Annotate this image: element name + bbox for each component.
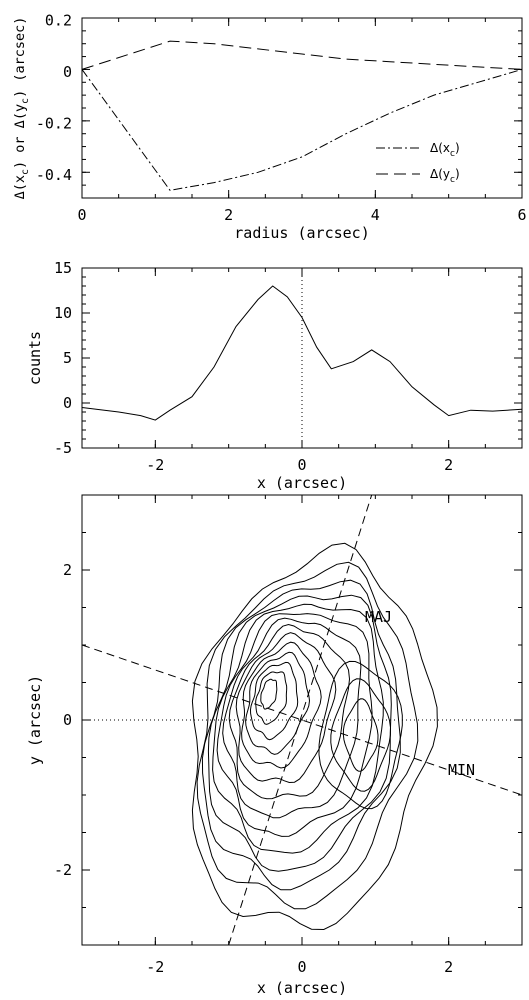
contour-level xyxy=(255,671,288,725)
p3-ytick-label: -2 xyxy=(54,861,72,879)
p3-reference-lines xyxy=(82,495,522,945)
contour-level xyxy=(191,542,438,931)
p1-legend: Δ(xc) Δ(yc) xyxy=(376,141,460,185)
p3-ytick-label: 2 xyxy=(63,561,72,579)
p1-xtick-label: 0 xyxy=(77,206,86,224)
p1-xtick-label: 2 xyxy=(224,206,233,224)
p1-ytick-label: 0 xyxy=(63,63,72,81)
p3-xtick-label: -2 xyxy=(146,958,164,976)
contour-map-panel: MAJ MIN -2 0 2 -2 0 2 x (arcsec) y (arcs… xyxy=(26,494,523,997)
p2-ytick-label: 0 xyxy=(63,394,72,412)
p1-ytick-label: -0.4 xyxy=(36,166,72,184)
p2-xtick-label: -2 xyxy=(146,456,164,474)
p1-series-group xyxy=(81,40,523,191)
p1-ytick-label: 0.2 xyxy=(45,12,72,30)
contour-level xyxy=(241,641,322,769)
major-axis-line xyxy=(228,495,373,945)
legend-label-yc: Δ(yc) xyxy=(430,167,460,185)
contour-level xyxy=(235,632,337,784)
major-axis-label: MAJ xyxy=(365,608,392,626)
counts-profile-panel: -2 0 2 -5 0 5 10 15 x (arcsec) counts xyxy=(26,259,523,492)
p3-ytick-label: 0 xyxy=(63,711,72,729)
legend-label-xc: Δ(xc) xyxy=(430,141,460,159)
p2-ytick-label: 10 xyxy=(54,304,72,322)
p2-y-axis-title: counts xyxy=(26,331,44,385)
contour-level xyxy=(245,651,311,755)
p1-xtick-label: 4 xyxy=(371,206,380,224)
p1-ticks xyxy=(81,17,523,199)
p3-xtick-label: 0 xyxy=(297,958,306,976)
p1-xtick-label: 6 xyxy=(517,206,526,224)
p2-ticks xyxy=(81,267,523,449)
p3-xtick-label: 2 xyxy=(444,958,453,976)
p3-x-axis-title: x (arcsec) xyxy=(257,979,347,997)
contour-level xyxy=(260,678,278,710)
contour-level xyxy=(228,623,351,800)
p2-x-axis-title: x (arcsec) xyxy=(257,474,347,492)
p1-y-axis-title: Δ(xc) or Δ(yc) (arcsec) xyxy=(12,17,31,200)
contour-level xyxy=(249,661,299,741)
contour-level xyxy=(216,613,373,837)
contour-level xyxy=(222,617,362,819)
series-line-delta-yc xyxy=(81,40,523,70)
p2-series-group xyxy=(81,268,523,448)
p3-contour-group xyxy=(191,542,438,931)
p1-ytick-label: -0.2 xyxy=(36,115,72,133)
contour-level xyxy=(212,603,384,854)
p3-y-axis-title: y (arcsec) xyxy=(26,675,44,765)
p2-ytick-label: 5 xyxy=(63,349,72,367)
secondary-contour-level xyxy=(330,678,392,792)
counts-profile-line xyxy=(81,285,523,421)
p3-ticks xyxy=(81,494,523,946)
contour-level xyxy=(196,561,419,910)
secondary-contour-level xyxy=(342,698,379,772)
p2-ytick-label: -5 xyxy=(54,439,72,457)
series-line-delta-xc xyxy=(81,68,523,191)
contour-level xyxy=(207,594,392,872)
secondary-contour-level xyxy=(318,660,403,810)
p2-xtick-label: 0 xyxy=(297,456,306,474)
p2-xtick-label: 2 xyxy=(444,456,453,474)
p1-x-axis-title: radius (arcsec) xyxy=(234,224,369,242)
radius-offset-panel: 0 2 4 6 -0.4 -0.2 0 0.2 radius (arcsec) … xyxy=(12,12,527,242)
minor-axis-label: MIN xyxy=(448,761,475,779)
p2-ytick-label: 15 xyxy=(54,259,72,277)
